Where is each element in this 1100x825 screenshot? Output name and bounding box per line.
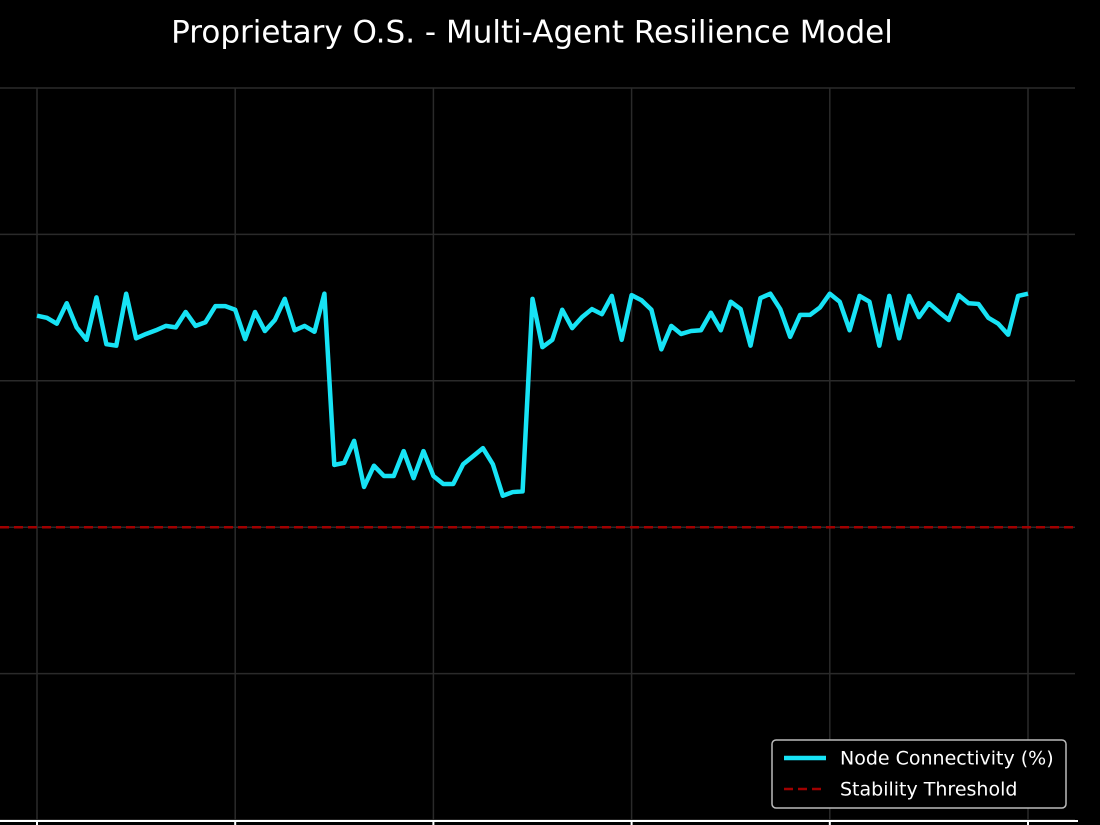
chart-title: Proprietary O.S. - Multi-Agent Resilienc… [171, 15, 893, 51]
data-line [36, 291, 1029, 498]
legend-label: Node Connectivity (%) [840, 748, 1054, 770]
legend-label: Stability Threshold [840, 779, 1017, 801]
legend-box [771, 739, 1067, 809]
